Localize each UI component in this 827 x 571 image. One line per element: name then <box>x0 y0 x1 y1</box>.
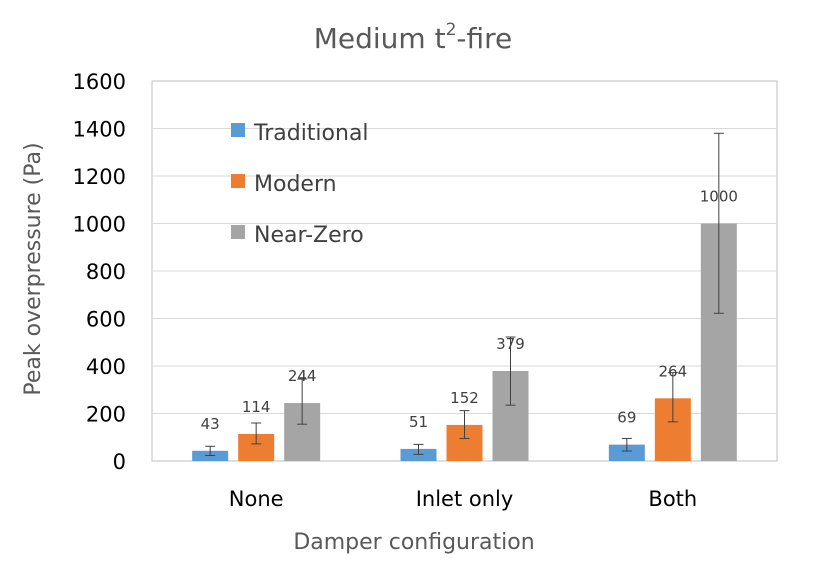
y-tick-label: 1200 <box>73 165 126 189</box>
y-axis-label: Peak overpressure (Pa) <box>21 142 46 395</box>
chart-title-rest: -fire <box>456 22 512 55</box>
legend-swatch-modern <box>231 174 245 188</box>
y-tick-label: 600 <box>86 308 126 332</box>
legend-label: Near-Zero <box>254 223 364 248</box>
y-tick-label: 1000 <box>73 213 126 237</box>
x-category-label: Inlet only <box>416 487 514 511</box>
error-bars <box>205 132 724 457</box>
legend-swatch-near-zero <box>231 225 245 239</box>
legend-label: Modern <box>254 172 337 197</box>
bar-traditional-2 <box>608 444 645 461</box>
y-tick-label: 200 <box>86 403 126 427</box>
data-labels: 43 114 244 51 152 379 69 264 1000 <box>201 188 738 433</box>
chart-title: Medium t2-fire <box>314 20 513 55</box>
data-label: 244 <box>288 367 317 385</box>
chart-title-main: Medium t <box>314 22 446 55</box>
y-tick-label: 800 <box>86 260 126 284</box>
legend-label: Traditional <box>253 121 369 146</box>
data-label: 152 <box>450 389 479 407</box>
y-tick-label: 400 <box>86 355 126 379</box>
x-axis-categories: None Inlet only Both <box>229 487 697 511</box>
data-label: 1000 <box>700 188 738 206</box>
bars <box>192 223 737 461</box>
data-label: 264 <box>659 362 688 380</box>
y-axis-ticks: 0 200 400 600 800 1000 1200 1400 1600 <box>73 70 126 474</box>
chart-title-superscript: 2 <box>446 20 457 40</box>
legend: Traditional Modern Near-Zero <box>231 121 369 248</box>
y-tick-label: 1400 <box>73 118 126 142</box>
data-label: 69 <box>617 409 636 427</box>
x-category-label: None <box>229 487 284 511</box>
data-label: 379 <box>496 335 525 353</box>
data-label: 114 <box>242 398 271 416</box>
data-label: 51 <box>409 413 428 431</box>
data-label: 43 <box>201 415 220 433</box>
x-axis-label: Damper configuration <box>293 530 534 555</box>
y-tick-label: 1600 <box>73 70 126 94</box>
x-category-label: Both <box>648 487 697 511</box>
y-tick-label: 0 <box>113 450 126 474</box>
legend-swatch-traditional <box>231 123 245 137</box>
bar-traditional-1 <box>400 448 437 461</box>
